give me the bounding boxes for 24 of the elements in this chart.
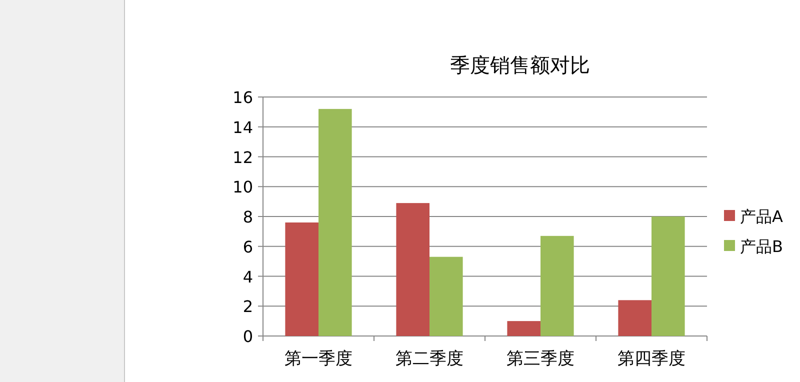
bar xyxy=(507,321,540,336)
y-tick-label: 0 xyxy=(242,327,253,346)
bar xyxy=(618,300,652,336)
y-tick-label: 10 xyxy=(232,178,253,197)
legend-label: 产品A xyxy=(740,207,783,226)
chart-title: 季度销售额对比 xyxy=(450,53,590,77)
y-tick-label: 2 xyxy=(242,297,253,316)
bar xyxy=(540,236,574,336)
x-tick-label: 第三季度 xyxy=(506,349,574,369)
legend-label: 产品B xyxy=(740,237,783,256)
x-tick-label: 第四季度 xyxy=(618,349,686,369)
x-tick-label: 第二季度 xyxy=(396,349,464,369)
y-tick-label: 14 xyxy=(232,118,253,137)
x-tick-label: 第一季度 xyxy=(284,349,352,369)
bar xyxy=(318,108,352,336)
bar xyxy=(285,222,318,336)
y-tick-label: 6 xyxy=(242,237,253,256)
bar xyxy=(396,203,430,336)
y-tick-label: 16 xyxy=(232,88,253,107)
y-tick-label: 4 xyxy=(242,267,253,286)
bar xyxy=(652,216,685,336)
y-tick-label: 12 xyxy=(232,148,253,167)
bar xyxy=(430,256,463,336)
y-tick-label: 8 xyxy=(242,208,253,226)
